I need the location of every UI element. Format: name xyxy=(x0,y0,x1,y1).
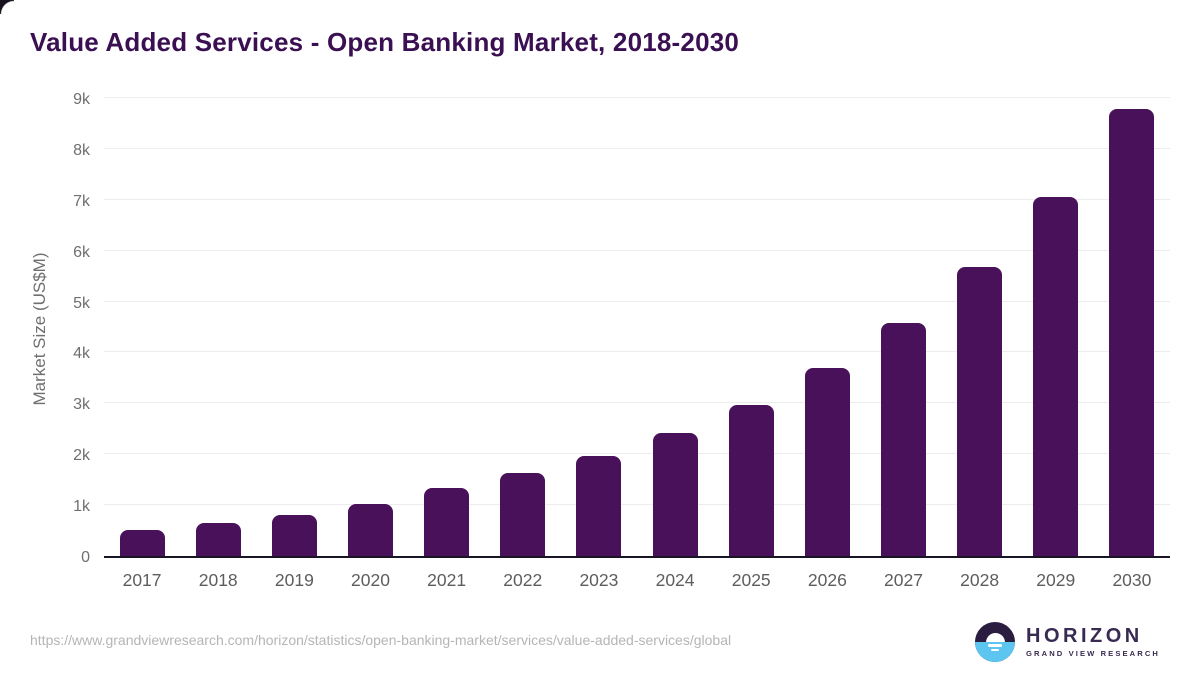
y-tick-label-2k: 2k xyxy=(73,447,90,465)
plot-area xyxy=(104,97,1170,558)
bar-2030 xyxy=(1109,109,1155,556)
horizon-sun-icon xyxy=(975,622,1016,662)
bar-2020 xyxy=(348,503,393,556)
x-tick-label-2025: 2025 xyxy=(731,570,771,590)
x-tick-label-2019: 2019 xyxy=(274,570,314,590)
y-tick-label-1k: 1k xyxy=(73,498,90,516)
y-tick-label-5k: 5k xyxy=(73,294,90,312)
y-tick-label-4k: 4k xyxy=(73,345,90,363)
bar-2024 xyxy=(652,432,698,556)
x-tick-label-2021: 2021 xyxy=(427,570,467,590)
x-axis-tick-labels: 2017 2018 2019 2020 2021 2022 2023 2024 2025 2026… xyxy=(104,562,1170,592)
bar-2026 xyxy=(804,368,850,556)
x-tick-label-2022: 2022 xyxy=(503,570,543,590)
reflection-dash xyxy=(988,644,1003,647)
window-corner-artifact xyxy=(0,0,14,14)
sea-shape xyxy=(975,642,1016,662)
x-tick-label-2030: 2030 xyxy=(1112,570,1152,590)
x-tick-label-2024: 2024 xyxy=(655,570,695,590)
gridline-4k xyxy=(104,351,1170,353)
x-tick-label-2018: 2018 xyxy=(198,570,238,590)
y-tick-label-0: 0 xyxy=(81,549,90,566)
source-url: https://www.grandviewresearch.com/horizo… xyxy=(30,632,732,648)
bar-2025 xyxy=(728,404,774,556)
x-tick-label-2020: 2020 xyxy=(351,570,390,590)
gridline-7k xyxy=(104,198,1170,200)
bar-2021 xyxy=(424,488,470,556)
bar-2027 xyxy=(881,323,926,556)
gridline-9k xyxy=(104,97,1170,98)
x-tick-label-2029: 2029 xyxy=(1036,570,1076,590)
y-tick-label-3k: 3k xyxy=(73,396,90,414)
gridline-2k xyxy=(104,453,1170,455)
bar-2028 xyxy=(957,267,1003,556)
chart-title: Value Added Services - Open Banking Mark… xyxy=(30,27,740,57)
y-axis-tick-labels: 0 1k 2k 3k 4k 5k 6k 7k 8k 9k xyxy=(0,91,90,566)
y-tick-label-6k: 6k xyxy=(73,243,90,261)
logo-name: HORIZON xyxy=(1026,625,1143,647)
bar-2022 xyxy=(500,472,546,556)
x-tick-label-2017: 2017 xyxy=(122,570,162,590)
y-tick-label-7k: 7k xyxy=(73,192,90,210)
bar-2029 xyxy=(1033,196,1079,556)
bar-2023 xyxy=(576,455,622,556)
x-tick-label-2023: 2023 xyxy=(579,570,619,590)
footer: https://www.grandviewresearch.com/horizo… xyxy=(0,615,1200,675)
gridline-1k xyxy=(104,504,1170,506)
bar-2019 xyxy=(271,514,317,556)
x-tick-label-2026: 2026 xyxy=(807,570,847,590)
logo-subtitle: GRAND VIEW RESEARCH xyxy=(1026,649,1160,658)
x-tick-label-2027: 2027 xyxy=(884,570,923,590)
gridline-5k xyxy=(104,300,1170,302)
horizon-logo: HORIZON GRAND VIEW RESEARCH xyxy=(975,622,1160,662)
bar-2018 xyxy=(195,522,241,556)
gridline-6k xyxy=(104,249,1170,251)
gridline-3k xyxy=(104,402,1170,404)
y-tick-label-8k: 8k xyxy=(73,141,90,159)
bar-chart: Market Size (US$M) 0 1k 2k 3k 4k 5k 6k 7k 8k 9k 2… xyxy=(0,91,1170,592)
y-tick-label-9k: 9k xyxy=(73,91,90,108)
logo-text: HORIZON GRAND VIEW RESEARCH xyxy=(1026,625,1160,659)
gridline-8k xyxy=(104,147,1170,149)
bar-2017 xyxy=(119,529,165,556)
reflection-dash xyxy=(991,648,1000,651)
x-tick-label-2028: 2028 xyxy=(960,570,1000,590)
